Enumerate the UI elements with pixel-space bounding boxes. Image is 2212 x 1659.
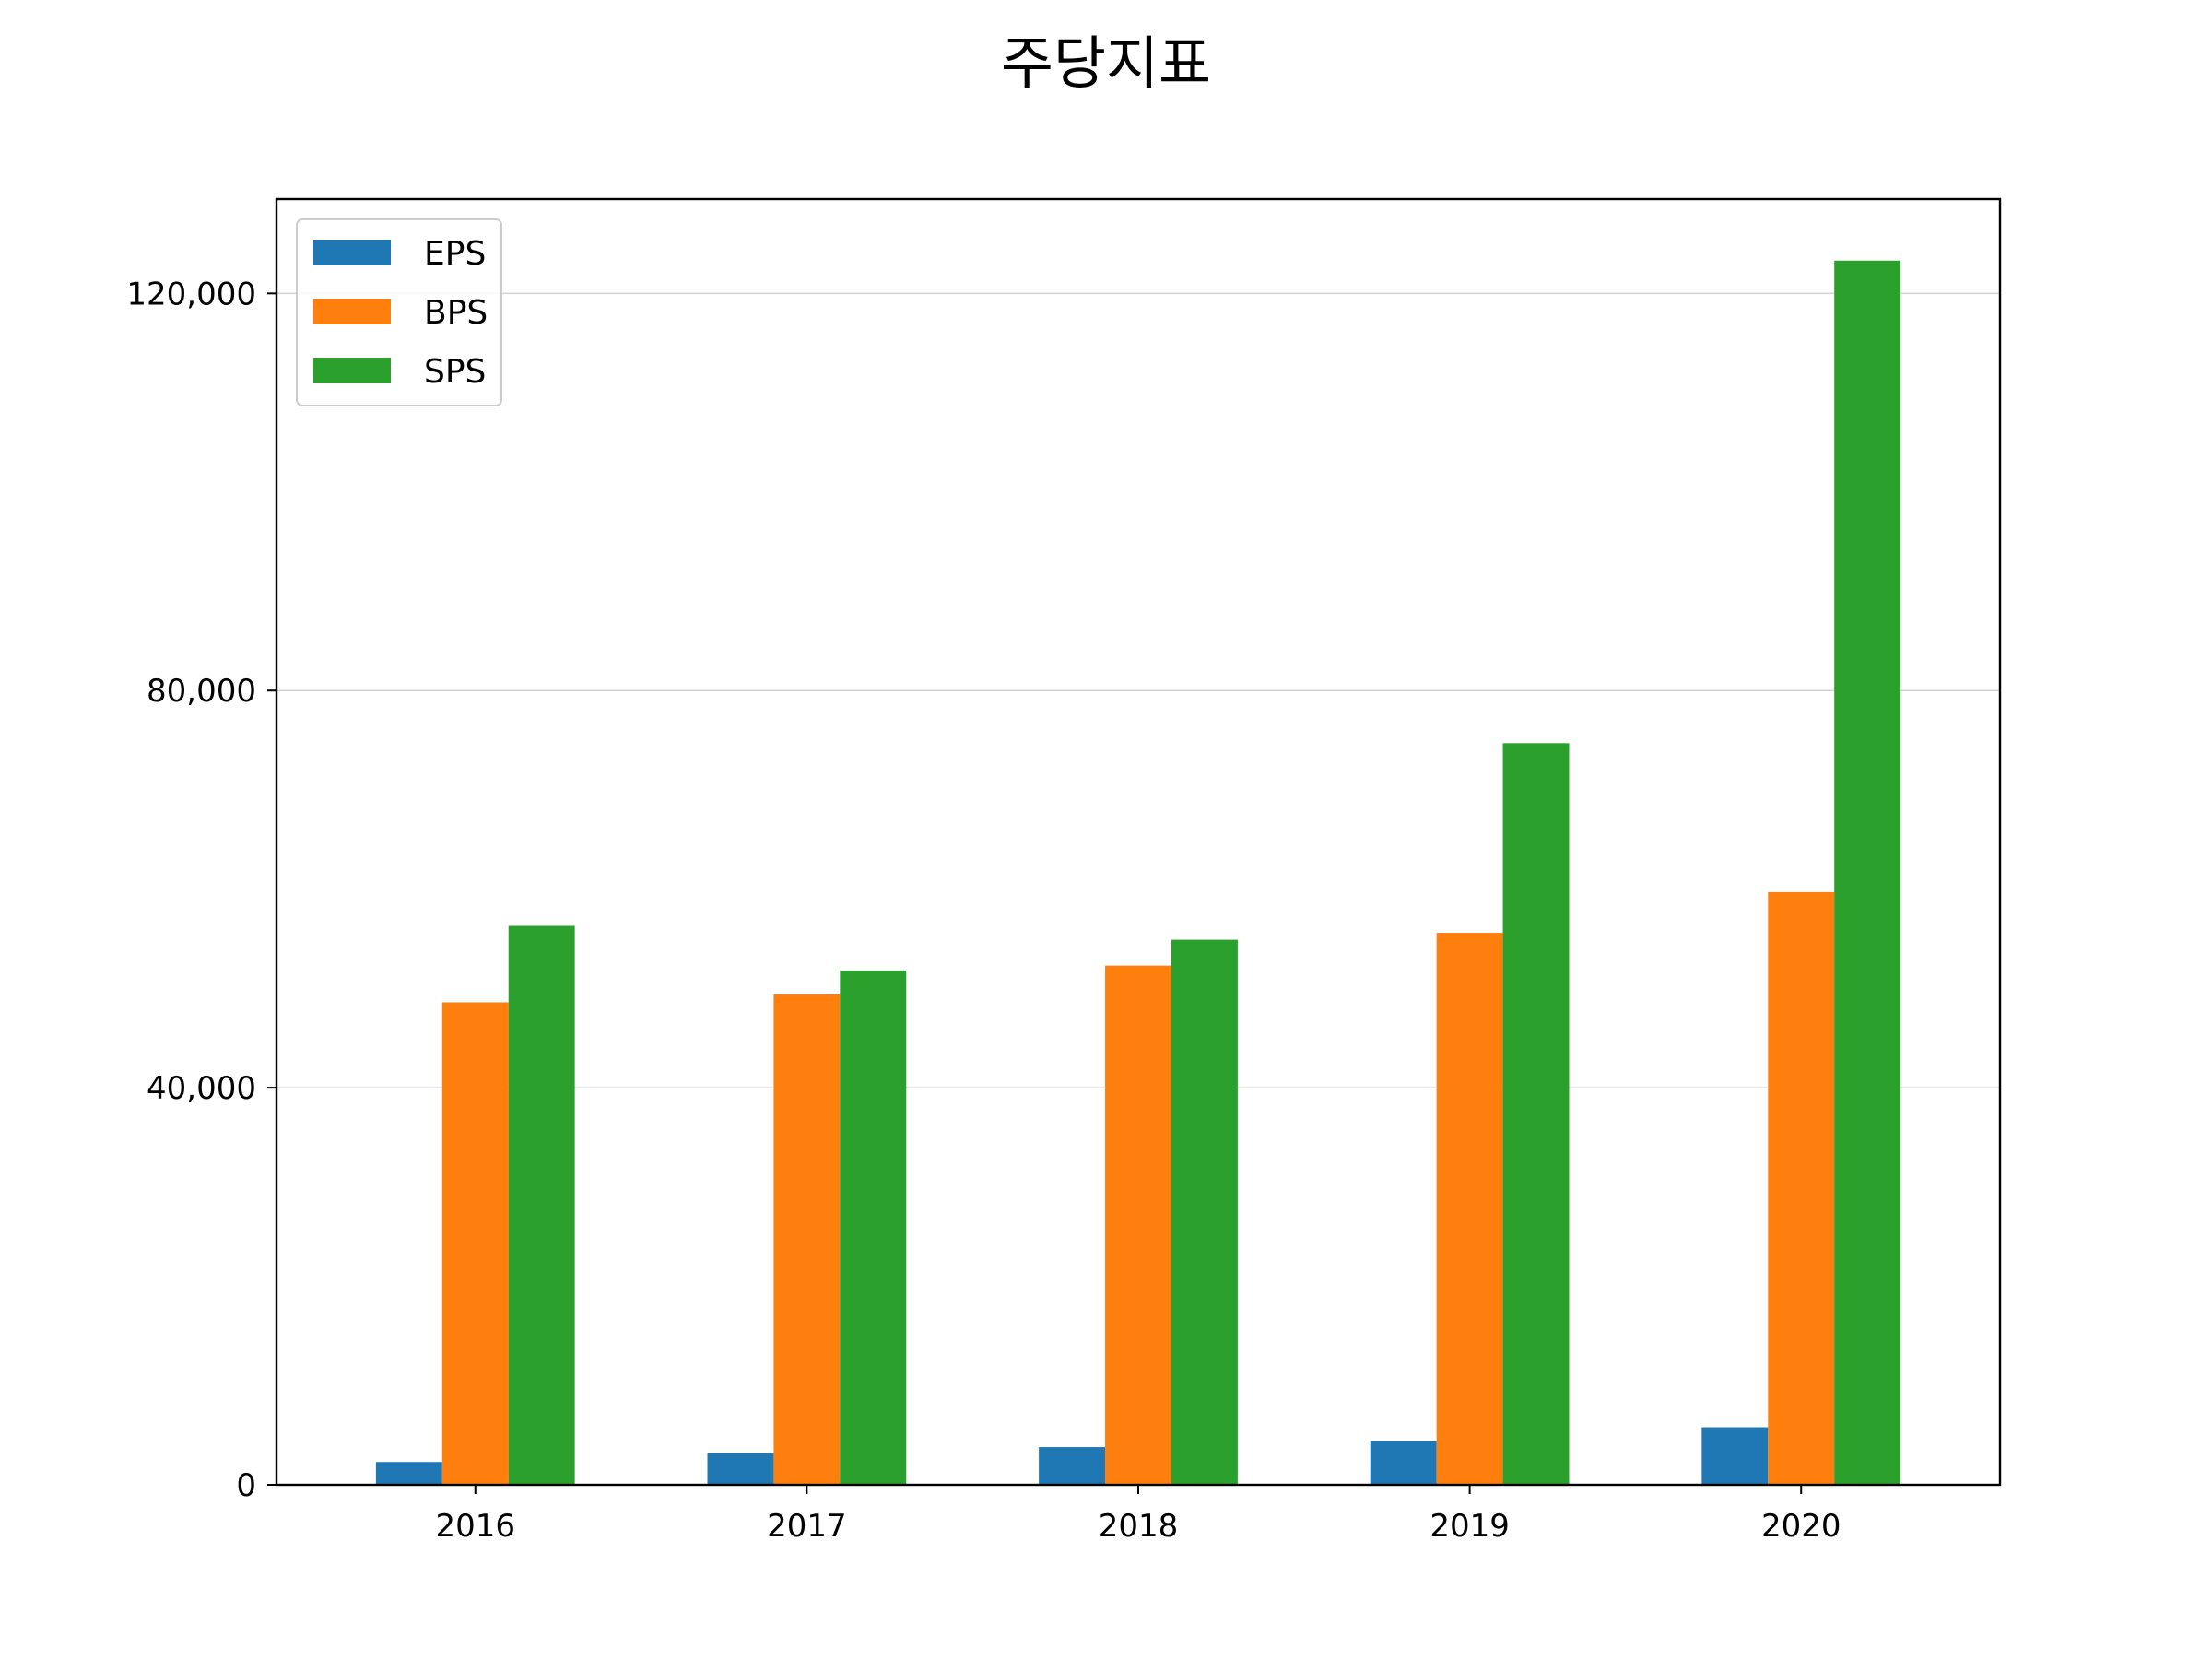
y-tick-label: 0 [236,1467,256,1504]
series-eps [375,1427,1769,1485]
y-tick-label: 40,000 [147,1070,256,1107]
chart-title: 주당지표 [1001,29,1211,97]
x-tick-label: 2016 [436,1508,516,1545]
legend: EPS BPS SPS [296,218,502,406]
legend-label-bps: BPS [424,294,488,332]
x-tick-label: 2020 [1761,1508,1841,1545]
bar-sps-2016 [508,925,575,1485]
x-tick-label: 2017 [767,1508,847,1545]
bar-eps-2018 [1039,1447,1106,1485]
bar-groups [375,260,1901,1486]
series-sps [508,260,1901,1486]
y-tick-label: 120,000 [126,276,256,312]
bar-bps-2019 [1436,933,1503,1485]
bar-sps-2018 [1171,939,1238,1485]
bar-eps-2017 [707,1453,774,1485]
y-tick-label: 80,000 [147,673,256,710]
legend-swatch-bps [313,299,391,324]
x-tick-label: 2018 [1099,1508,1179,1545]
legend-swatch-eps [313,240,391,265]
bar-sps-2020 [1834,260,1901,1486]
series-bps [441,891,1835,1485]
bar-bps-2017 [773,994,841,1485]
bar-eps-2019 [1370,1441,1437,1485]
x-tick-label: 2019 [1430,1508,1510,1545]
bar-eps-2016 [375,1462,442,1485]
y-axis: 0 40,000 80,000 120,000 [126,276,276,1504]
bar-eps-2020 [1701,1427,1769,1485]
x-axis: 2016 2017 2018 2019 2020 [436,1485,1841,1545]
legend-label-eps: EPS [424,235,486,273]
bar-bps-2020 [1768,891,1835,1485]
bar-bps-2016 [441,1002,509,1485]
bar-sps-2019 [1502,743,1570,1485]
bar-sps-2017 [840,971,907,1485]
bar-bps-2018 [1105,965,1171,1485]
legend-swatch-sps [313,358,391,383]
legend-label-sps: SPS [424,353,486,391]
